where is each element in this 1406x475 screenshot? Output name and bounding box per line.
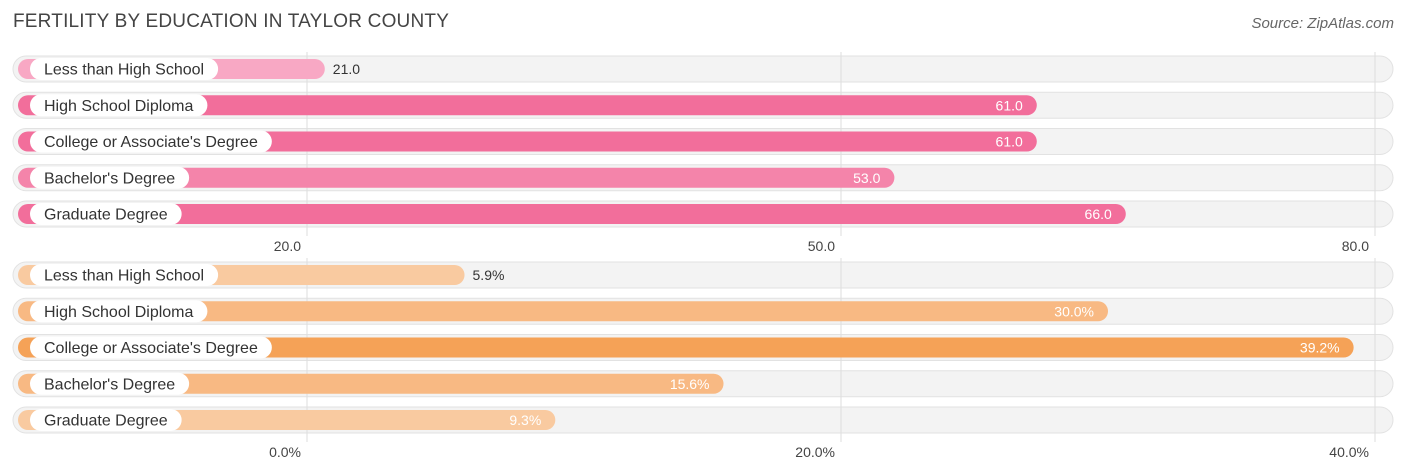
tick-label: 20.0%	[795, 444, 835, 460]
bar	[18, 131, 1037, 152]
category-pill	[30, 166, 190, 189]
category-pill	[30, 409, 182, 431]
category-label: College or Associate's Degree	[44, 340, 258, 357]
value-label: 61.0	[996, 134, 1023, 150]
bar	[18, 95, 1037, 116]
category-pill	[30, 300, 208, 323]
category-pill	[30, 94, 208, 117]
value-label: 53.0	[853, 170, 880, 186]
category-pill	[30, 58, 219, 80]
bar	[18, 337, 1354, 358]
value-label: 30.0%	[1054, 303, 1094, 319]
bar	[18, 373, 724, 394]
chart-panel-2: Less than High School 5.9% High School Dip…	[12, 258, 1394, 460]
value-label: 5.9%	[473, 267, 505, 283]
category-label: Less than High School	[44, 268, 204, 285]
category-label: Graduate Degree	[44, 207, 168, 224]
value-label: 21.0	[333, 61, 360, 77]
category-pill	[30, 372, 190, 395]
chart-title: FERTILITY BY EDUCATION IN TAYLOR COUNTY	[13, 11, 450, 32]
tick-label: 20.0	[274, 238, 301, 254]
value-label: 15.6%	[670, 376, 710, 392]
category-pill	[30, 130, 272, 153]
category-pill	[30, 203, 182, 225]
category-label: Bachelor's Degree	[44, 170, 175, 187]
category-pill	[30, 264, 219, 286]
category-label: College or Associate's Degree	[44, 134, 258, 151]
tick-label: 80.0	[1342, 238, 1369, 254]
tick-label: 50.0	[808, 238, 835, 254]
category-label: Less than High School	[44, 62, 204, 79]
category-label: Graduate Degree	[44, 413, 168, 430]
category-pill	[30, 336, 272, 359]
row-track	[12, 55, 1394, 83]
tick-label: 0.0%	[269, 444, 301, 460]
chart-panel-1: Less than High School 21.0 High School Dip…	[12, 52, 1394, 254]
bar	[18, 301, 1108, 322]
bar	[18, 204, 1126, 224]
value-label: 39.2%	[1300, 340, 1340, 356]
category-label: High School Diploma	[44, 98, 194, 115]
value-label: 66.0	[1085, 206, 1112, 222]
value-label: 61.0	[996, 97, 1023, 113]
category-label: Bachelor's Degree	[44, 376, 175, 393]
tick-label: 40.0%	[1329, 444, 1369, 460]
category-label: High School Diploma	[44, 304, 194, 321]
bar	[18, 167, 895, 188]
value-label: 9.3%	[509, 412, 541, 428]
source-note: Source: ZipAtlas.com	[1251, 15, 1394, 32]
